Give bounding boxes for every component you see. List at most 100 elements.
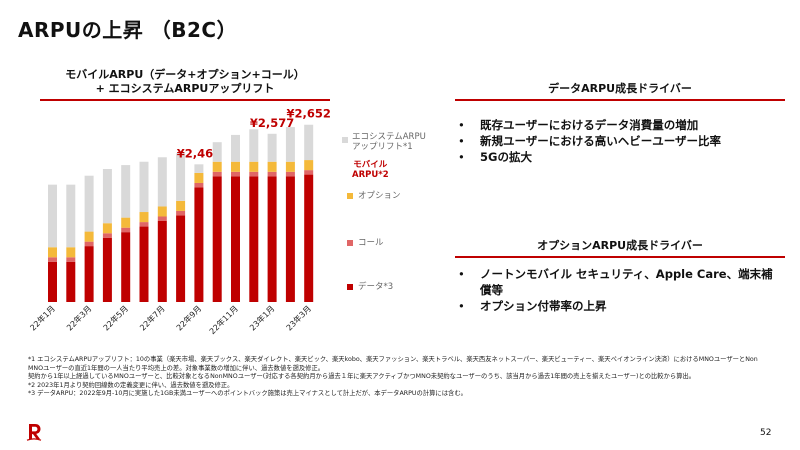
data-driver-list: 既存ユーザーにおけるデータ消費量の増加 新規ユーザーにおける高いヘビーユーザー比… (458, 117, 721, 165)
footnote-1: *1 エコシステムARPUアップリフト：10の事業（楽天市場、楽天ブックス、楽天… (28, 356, 758, 372)
bar-ecosystem-5 (139, 161, 149, 213)
data-driver-title: データARPU成長ドライバー (548, 82, 692, 95)
legend-ecosystem-label: エコシステムARPU アップリフト*1 (352, 132, 426, 152)
bar-call-11 (249, 171, 259, 177)
bar-ecosystem-6 (157, 157, 167, 207)
bar-option-4 (121, 217, 131, 228)
total-label-14: ¥2,652 (287, 107, 331, 121)
bar-call-14 (304, 170, 314, 175)
bar-option-0 (48, 247, 57, 258)
mobile-arpu-label: モバイル ARPU*2 (352, 160, 389, 180)
bar-ecosystem-0 (48, 184, 57, 248)
footnotes: *1 エコシステムARPUアップリフト：10の事業（楽天市場、楽天ブックス、楽天… (28, 356, 773, 399)
bar-ecosystem-7 (176, 153, 186, 201)
bar-data-14 (304, 174, 314, 302)
bar-ecosystem-2 (84, 175, 94, 232)
bar-data-12 (267, 176, 277, 302)
x-tick-label-10: 22年11月 (207, 303, 240, 336)
bar-data-9 (212, 176, 222, 302)
bar-data-7 (176, 215, 186, 302)
bar-option-2 (84, 231, 94, 242)
chart-title-line1: モバイルARPU（データ+オプション+コール） (65, 68, 305, 81)
rakuten-logo-icon (26, 424, 42, 441)
x-tick-label-0: 22年1月 (28, 303, 57, 332)
bar-data-3 (102, 237, 112, 302)
bar-ecosystem-1 (66, 184, 76, 248)
bar-data-8 (194, 187, 204, 302)
legend-swatch-data (347, 284, 353, 290)
total-label-12: ¥2,577 (250, 116, 294, 130)
bar-data-13 (285, 176, 295, 302)
bar-ecosystem-10 (231, 134, 240, 162)
legend-option-label: オプション (358, 191, 401, 201)
bar-ecosystem-9 (212, 142, 222, 162)
bar-option-9 (212, 161, 222, 172)
bar-option-3 (102, 223, 112, 234)
x-tick-label-12: 23年1月 (247, 303, 276, 332)
legend-swatch-ecosystem (342, 137, 348, 143)
bar-data-11 (249, 176, 259, 302)
bar-ecosystem-8 (194, 164, 204, 173)
chart-title: モバイルARPU（データ+オプション+コール） + エコシステムARPUアップリ… (30, 68, 340, 96)
bar-call-4 (121, 227, 131, 233)
legend-data-label: データ*3 (358, 282, 394, 292)
bar-ecosystem-13 (285, 127, 295, 162)
bar-call-13 (285, 171, 295, 177)
x-tick-label-4: 22年5月 (101, 303, 130, 332)
bar-data-1 (66, 261, 76, 302)
bar-option-6 (157, 206, 167, 217)
page-number: 52 (760, 428, 772, 438)
option-driver-title: オプションARPU成長ドライバー (537, 239, 703, 252)
bar-option-14 (304, 160, 314, 171)
chart-title-line2: + エコシステムARPUアップリフト (95, 82, 275, 95)
bar-call-10 (231, 171, 240, 177)
x-tick-label-6: 22年7月 (138, 303, 167, 332)
bar-option-8 (194, 172, 204, 183)
chart-title-rule (40, 99, 330, 101)
bar-call-5 (139, 222, 149, 227)
data-driver-rule (455, 99, 785, 101)
bar-call-0 (48, 257, 57, 262)
bar-call-8 (194, 182, 204, 188)
footnote-1-cont: 契約から1年以上経過しているMNOユーザーと、比較対象となるNonMNOユーザー… (28, 373, 696, 381)
x-tick-label-2: 22年3月 (64, 303, 93, 332)
bar-call-1 (66, 257, 76, 262)
bar-ecosystem-12 (267, 133, 277, 162)
list-item: 既存ユーザーにおけるデータ消費量の増加 (458, 117, 721, 133)
x-tick-label-14: 23年3月 (284, 303, 313, 332)
bar-data-0 (48, 261, 57, 302)
bar-option-10 (231, 161, 240, 172)
bar-call-6 (157, 216, 167, 221)
option-driver-list: ノートンモバイル セキュリティ、Apple Care、端末補償等 オプション付帯… (458, 266, 778, 314)
bar-call-9 (212, 171, 222, 177)
bar-call-2 (84, 241, 94, 247)
bar-option-1 (66, 247, 76, 258)
bar-option-11 (249, 161, 259, 172)
bar-call-3 (102, 233, 112, 238)
option-driver-rule (455, 256, 785, 258)
bar-data-4 (121, 232, 131, 302)
bar-ecosystem-11 (249, 129, 259, 162)
list-item: 5Gの拡大 (458, 149, 721, 165)
list-item: 新規ユーザーにおける高いヘビーユーザー比率 (458, 133, 721, 149)
bar-call-7 (176, 210, 186, 216)
bar-call-12 (267, 171, 277, 177)
legend-swatch-option (347, 193, 353, 199)
bar-option-7 (176, 200, 186, 211)
bar-option-13 (285, 161, 295, 172)
legend-call-label: コール (358, 238, 384, 248)
bar-ecosystem-3 (102, 169, 112, 224)
x-tick-label-8: 22年9月 (174, 303, 203, 332)
bar-data-10 (231, 176, 240, 302)
bar-option-12 (267, 161, 277, 172)
bar-ecosystem-14 (304, 124, 314, 161)
list-item: ノートンモバイル セキュリティ、Apple Care、端末補償等 (458, 266, 778, 298)
bar-data-6 (157, 220, 167, 302)
footnote-3: *3 データARPU：2022年9月-10月に実施した1GB未満ユーザーへのポイ… (28, 390, 467, 398)
total-label-8: ¥2,464 (177, 146, 221, 160)
list-item: オプション付帯率の上昇 (458, 298, 778, 314)
bar-option-5 (139, 212, 149, 223)
footnote-2: *2 2023年1月より契約回線数の定義変更に伴い、過去数値を遡及修正。 (28, 381, 234, 389)
bar-data-2 (84, 246, 94, 302)
